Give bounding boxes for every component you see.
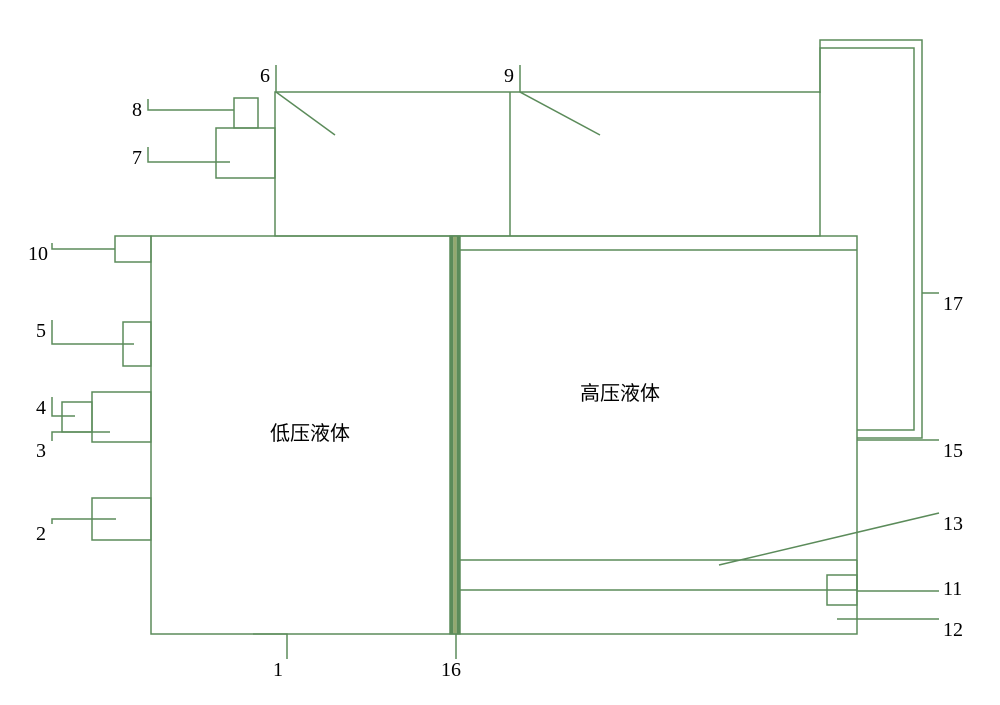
callout-1: 1 [273,659,283,681]
callout-15: 15 [943,440,963,462]
leader-7 [148,147,230,162]
leader-2 [52,519,116,524]
divider-stripe-1 [453,236,456,634]
callout-2: 2 [36,523,46,545]
callout-9: 9 [504,65,514,87]
callout-6: 6 [260,65,270,87]
callout-11: 11 [943,578,962,600]
leader-9 [520,65,600,135]
leader-8 [148,99,234,110]
callout-4: 4 [36,397,46,419]
pipe-17-inner [820,48,914,430]
component-7 [216,128,275,178]
main-tank [151,236,857,634]
leader-10 [52,243,115,249]
callout-3: 3 [36,440,46,462]
component-4 [62,402,92,432]
leader-1 [253,634,287,659]
callout-8: 8 [132,99,142,121]
callout-13: 13 [943,513,963,535]
callout-16: 16 [441,659,461,681]
callout-10: 10 [28,243,48,265]
leader-6 [276,65,335,135]
component-10 [115,236,151,262]
label-low-pressure: 低压液体 [270,422,350,445]
leader-3 [52,432,110,441]
leader-5 [52,320,134,344]
label-high-pressure: 高压液体 [580,382,660,405]
pipe-17-outer [820,40,922,438]
callout-7: 7 [132,147,142,169]
callout-12: 12 [943,619,963,641]
leader-13 [719,513,939,565]
leader-4 [52,397,75,416]
callout-5: 5 [36,320,46,342]
callout-17: 17 [943,293,963,315]
component-8 [234,98,258,128]
component-3 [92,392,151,442]
top-assembly-box [275,92,820,236]
